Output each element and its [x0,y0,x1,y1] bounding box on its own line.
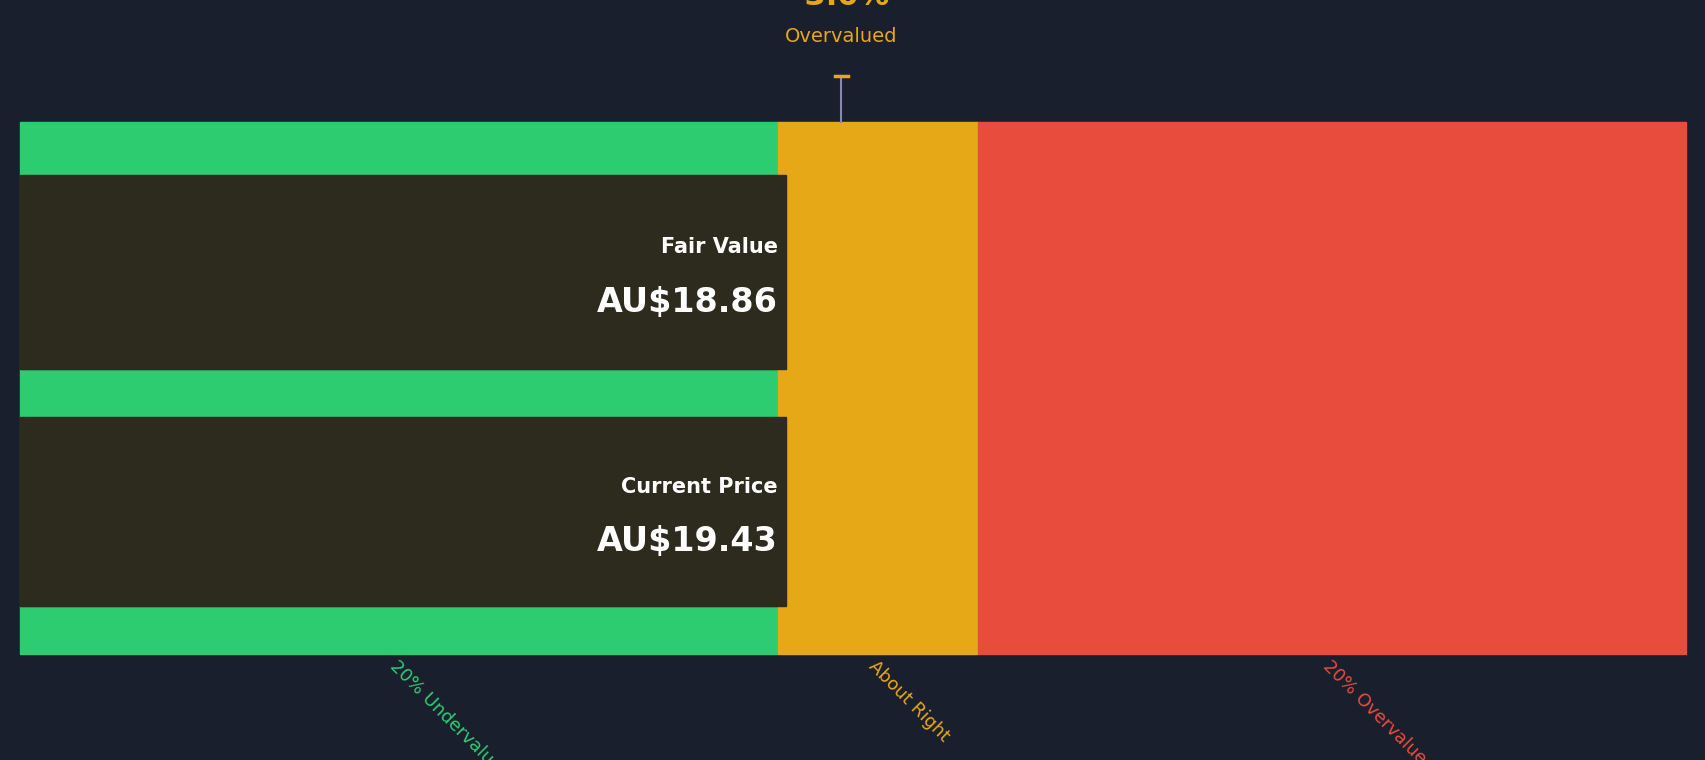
Text: AU$18.86: AU$18.86 [597,287,777,319]
Bar [20,416,786,606]
Text: AU$19.43: AU$19.43 [597,525,777,558]
Text: About Right: About Right [864,657,953,746]
Bar [20,122,777,175]
Text: Current Price: Current Price [621,477,777,497]
Text: Fair Value: Fair Value [660,236,777,257]
Bar [20,369,777,416]
Bar [20,606,777,654]
Text: -3.0%: -3.0% [793,0,890,11]
Bar [20,416,777,606]
Bar [20,175,786,369]
Bar [977,122,1685,654]
Bar [20,175,777,369]
Text: 20% Overvalued: 20% Overvalued [1318,657,1437,760]
Text: 20% Undervalued: 20% Undervalued [387,657,513,760]
Bar [777,122,977,654]
Text: Overvalued: Overvalued [784,27,897,46]
